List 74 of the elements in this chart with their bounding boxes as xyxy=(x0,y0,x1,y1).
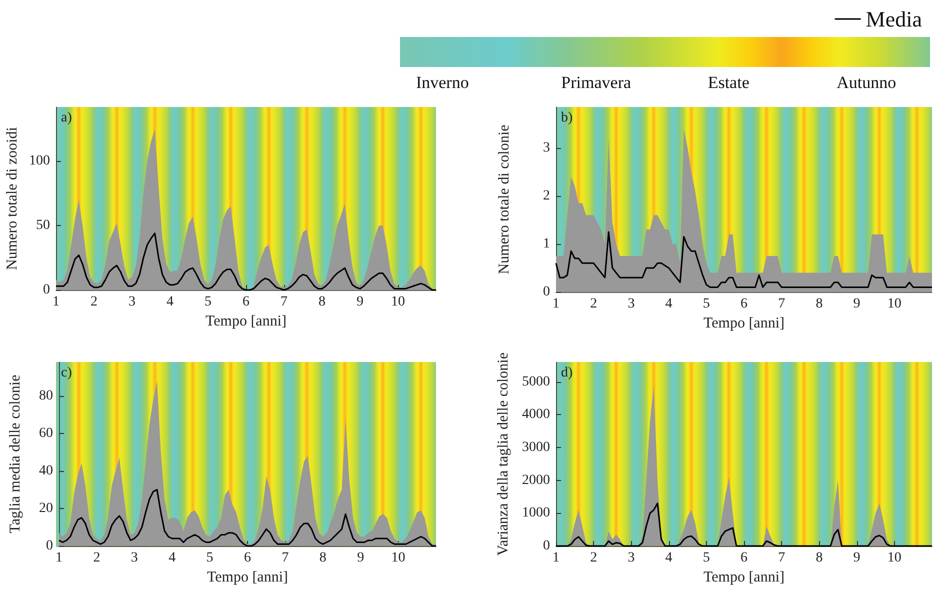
x-tick-label: 2 xyxy=(93,550,100,566)
y-tick-label: 5000 xyxy=(522,374,550,390)
y-tick-label: 0 xyxy=(46,538,53,554)
legend-label: Media xyxy=(866,6,922,32)
chart-title: a) xyxy=(61,110,72,126)
y-tick-label: 80 xyxy=(39,388,53,404)
x-tick-label: 1 xyxy=(552,296,560,312)
x-tick-label: 10 xyxy=(391,294,405,310)
x-tick-label: 9 xyxy=(853,296,860,312)
x-tick-label: 4 xyxy=(665,296,672,312)
x-tick-label: 10 xyxy=(887,296,902,312)
x-tick-label: 5 xyxy=(204,294,212,310)
y-tick-label: 50 xyxy=(36,218,50,234)
x-tick-label: 7 xyxy=(778,550,786,566)
x-tick-label: 5 xyxy=(702,296,710,312)
x-axis-title: Tempo [anni] xyxy=(206,570,288,586)
text: Inverno xyxy=(416,73,469,92)
x-tick-label: 2 xyxy=(90,294,98,310)
y-tick-label: 60 xyxy=(39,426,53,441)
text: Estate xyxy=(708,73,750,92)
x-tick-label: 3 xyxy=(130,550,138,566)
x-tick-label: 1 xyxy=(552,550,560,566)
y-tick-label: 1000 xyxy=(522,506,550,521)
x-axis-title: Tempo [anni] xyxy=(703,570,785,586)
x-tick-label: 4 xyxy=(665,550,672,566)
y-axis-title: Numero totale di zooidi xyxy=(4,127,20,270)
x-tick-label: 8 xyxy=(319,550,326,566)
x-tick-label: 7 xyxy=(778,296,786,312)
x-tick-label: 5 xyxy=(702,550,710,566)
y-tick-label: 0 xyxy=(543,538,550,554)
x-tick-label: 6 xyxy=(242,294,250,310)
chart-title: d) xyxy=(561,366,573,380)
x-tick-label: 9 xyxy=(356,294,364,310)
y-axis-title: Numero totale di colonie xyxy=(496,124,512,274)
y-axis-title: Taglia media delle colonie xyxy=(8,374,24,534)
y-tick-label: 3000 xyxy=(522,440,550,456)
y-tick-label: 100 xyxy=(29,154,50,169)
x-tick-label: 4 xyxy=(166,294,174,310)
x-tick-label: 8 xyxy=(816,550,823,566)
x-tick-label: 2 xyxy=(590,296,598,312)
y-tick-label: 4000 xyxy=(522,407,550,422)
x-tick-label: 7 xyxy=(280,294,288,310)
text: Primavera xyxy=(561,73,632,92)
y-tick-label: 1 xyxy=(543,236,550,252)
y-tick-label: 40 xyxy=(39,463,53,478)
y-tick-label: 0 xyxy=(43,282,50,298)
x-tick-label: 2 xyxy=(590,550,598,566)
y-tick-label: 2 xyxy=(543,188,550,204)
chart-title: b) xyxy=(561,110,573,126)
x-tick-label: 4 xyxy=(168,550,176,566)
x-tick-label: 6 xyxy=(244,550,251,566)
y-axis-title: Varianza della taglia delle colonie xyxy=(496,352,512,556)
x-tick-label: 1 xyxy=(56,550,62,566)
x-tick-label: 10 xyxy=(391,550,406,566)
y-tick-label: 2000 xyxy=(522,472,550,488)
x-axis-title: Tempo [anni] xyxy=(205,314,287,330)
x-tick-label: 3 xyxy=(628,296,635,312)
x-tick-label: 6 xyxy=(740,296,748,312)
text: Autunno xyxy=(836,73,896,92)
x-tick-label: 10 xyxy=(887,550,902,566)
x-tick-label: 7 xyxy=(282,550,289,566)
x-tick-label: 5 xyxy=(206,550,214,566)
x-tick-label: 9 xyxy=(357,550,364,566)
x-tick-label: 9 xyxy=(853,550,860,566)
x-tick-label: 8 xyxy=(318,294,326,310)
x-axis-title: Tempo [anni] xyxy=(703,316,785,332)
x-tick-label: 3 xyxy=(128,294,136,310)
x-tick-label: 3 xyxy=(628,550,635,566)
x-tick-label: 8 xyxy=(816,296,823,312)
y-tick-label: 20 xyxy=(39,500,53,516)
x-tick-label: 6 xyxy=(740,550,748,566)
y-tick-label: 3 xyxy=(543,140,550,156)
chart-title: c) xyxy=(61,366,72,380)
y-tick-label: 0 xyxy=(543,284,550,300)
